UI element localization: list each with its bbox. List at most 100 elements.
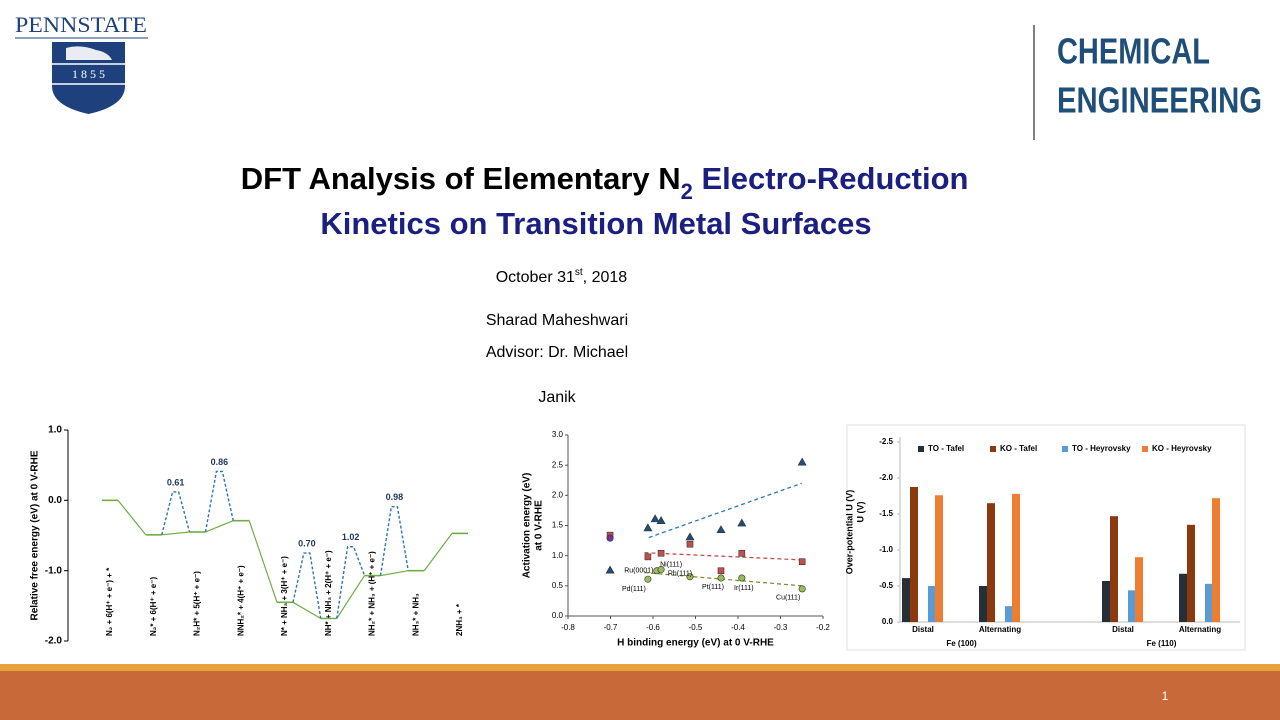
author: Sharad Maheshwari <box>486 312 628 329</box>
y-axis-label: Activation energy (eV) <box>522 473 533 579</box>
title-text: Electro-Reduction <box>693 161 969 196</box>
level-connector <box>161 531 190 536</box>
legend-swatch <box>990 446 996 452</box>
x-tick-label: Alternating <box>1179 625 1221 634</box>
x-tick-label: -0.7 <box>604 623 618 632</box>
x-tick-label: NH* + NH₃ + 2(H⁺ + e⁻) <box>324 550 333 636</box>
y-axis-label: Relative free energy (eV) at 0 V-RHE <box>30 450 41 620</box>
bar <box>1187 524 1195 622</box>
y-tick-label: 1.0 <box>48 425 62 436</box>
barrier-label: 1.02 <box>342 532 360 542</box>
point <box>656 516 666 524</box>
bar <box>1128 590 1136 622</box>
level-connector <box>380 570 409 577</box>
x-tick-label: -0.6 <box>646 623 660 632</box>
date-text: , 2018 <box>583 269 628 286</box>
point <box>686 573 694 581</box>
level-connector <box>205 520 234 533</box>
bar <box>1179 573 1187 622</box>
x-tick-label: -0.8 <box>561 623 575 632</box>
x-tick-label: NNH₂* + 4(H⁺ + e⁻) <box>236 565 245 636</box>
x-tick-label: N₂H* + 5(H⁺ + e⁻) <box>193 571 202 636</box>
bar <box>935 495 943 622</box>
barrier <box>161 491 191 535</box>
barrier <box>292 552 322 619</box>
level-connector <box>292 601 322 620</box>
legend-label: KO - Heyrovsky <box>1152 444 1212 453</box>
department: ENGINEERING <box>1057 80 1262 121</box>
point <box>650 514 660 523</box>
x-tick-label: -0.5 <box>689 623 703 632</box>
point <box>717 574 725 582</box>
x-tick-label: NH₃* + NH₃ <box>411 593 420 636</box>
trend-line <box>644 552 802 561</box>
point <box>686 540 694 548</box>
point-label: Cu(111) <box>776 595 800 602</box>
title-line: DFT Analysis of Elementary N2 Electro-Re… <box>198 161 995 204</box>
legend-swatch <box>1142 446 1148 452</box>
barrier <box>204 470 234 533</box>
point <box>657 549 665 557</box>
page-number: 1 <box>1162 689 1169 703</box>
x-tick-label: N* + NH₃ + 3(H⁺ + e⁻) <box>280 556 289 636</box>
legend-label: TO - Heyrovsky <box>1072 444 1131 453</box>
point <box>737 518 747 527</box>
x-tick-label: Distal <box>1112 625 1134 634</box>
y-axis-label: Over-potential U (V) <box>844 490 854 575</box>
footer-band <box>0 671 1280 720</box>
chart-frame <box>846 424 1246 651</box>
point <box>738 574 746 582</box>
level-connector <box>117 499 147 536</box>
y-tick-label: 2.0 <box>552 490 564 499</box>
bar <box>1005 606 1013 622</box>
point <box>716 525 726 534</box>
title-text: DFT Analysis of Elementary N <box>241 161 681 196</box>
bar <box>1212 498 1220 622</box>
x-tick-label: N₂* + 6(H⁺ + e⁻) <box>149 577 158 636</box>
y-tick-label: 1.5 <box>552 521 564 530</box>
y-tick-label: 0.0 <box>48 495 62 506</box>
y-tick-label: -2.5 <box>879 437 893 446</box>
point <box>797 457 807 466</box>
level-connector <box>423 533 453 572</box>
footer-stripe <box>0 664 1280 671</box>
x-tick-label: NH₂* + NH₃ + (H⁺ + e⁻) <box>368 551 377 636</box>
y-tick-label: 1.0 <box>552 551 564 560</box>
point <box>717 567 725 575</box>
bar <box>1012 493 1020 622</box>
date: October 31st, 2018 <box>474 267 641 286</box>
legend-swatch <box>1062 446 1068 452</box>
bar <box>987 503 995 622</box>
point <box>605 565 615 574</box>
bar <box>902 578 910 622</box>
y-tick-label: 0.0 <box>882 617 894 626</box>
y-tick-label: -0.5 <box>879 581 893 590</box>
point-label: Ni(111) <box>660 561 682 568</box>
founding-year: 1 8 5 5 <box>72 67 105 81</box>
x-tick-label: N₂ + 6(H⁺ + e⁻) + * <box>105 567 114 636</box>
legend-swatch <box>918 446 924 452</box>
x-tick-label: Alternating <box>979 625 1021 634</box>
title-line: Kinetics on Transition Metal Surfaces <box>320 206 871 241</box>
title-subscript: 2 <box>681 179 693 204</box>
y-tick-label: -2.0 <box>45 636 63 647</box>
y-tick-label: 2.5 <box>552 460 564 469</box>
level-connector <box>336 575 366 619</box>
advisor: Janik <box>538 389 576 406</box>
point <box>643 523 653 532</box>
point <box>738 549 746 557</box>
level-connector <box>248 520 278 603</box>
point-label: Ru(0001) <box>624 568 653 575</box>
point <box>657 566 665 574</box>
date-text: October 31 <box>496 269 575 286</box>
legend-label: TO - Tafel <box>928 444 964 453</box>
x-tick-label: 2NH₃ + * <box>455 603 464 636</box>
shield-lion <box>66 46 112 60</box>
x-tick-label: -0.3 <box>774 623 788 632</box>
x-tick-label: -0.4 <box>731 623 745 632</box>
legend-label: KO - Tafel <box>1000 444 1037 453</box>
y-tick-label: -1.0 <box>45 565 63 576</box>
group-label: Fe (100) <box>946 639 977 648</box>
